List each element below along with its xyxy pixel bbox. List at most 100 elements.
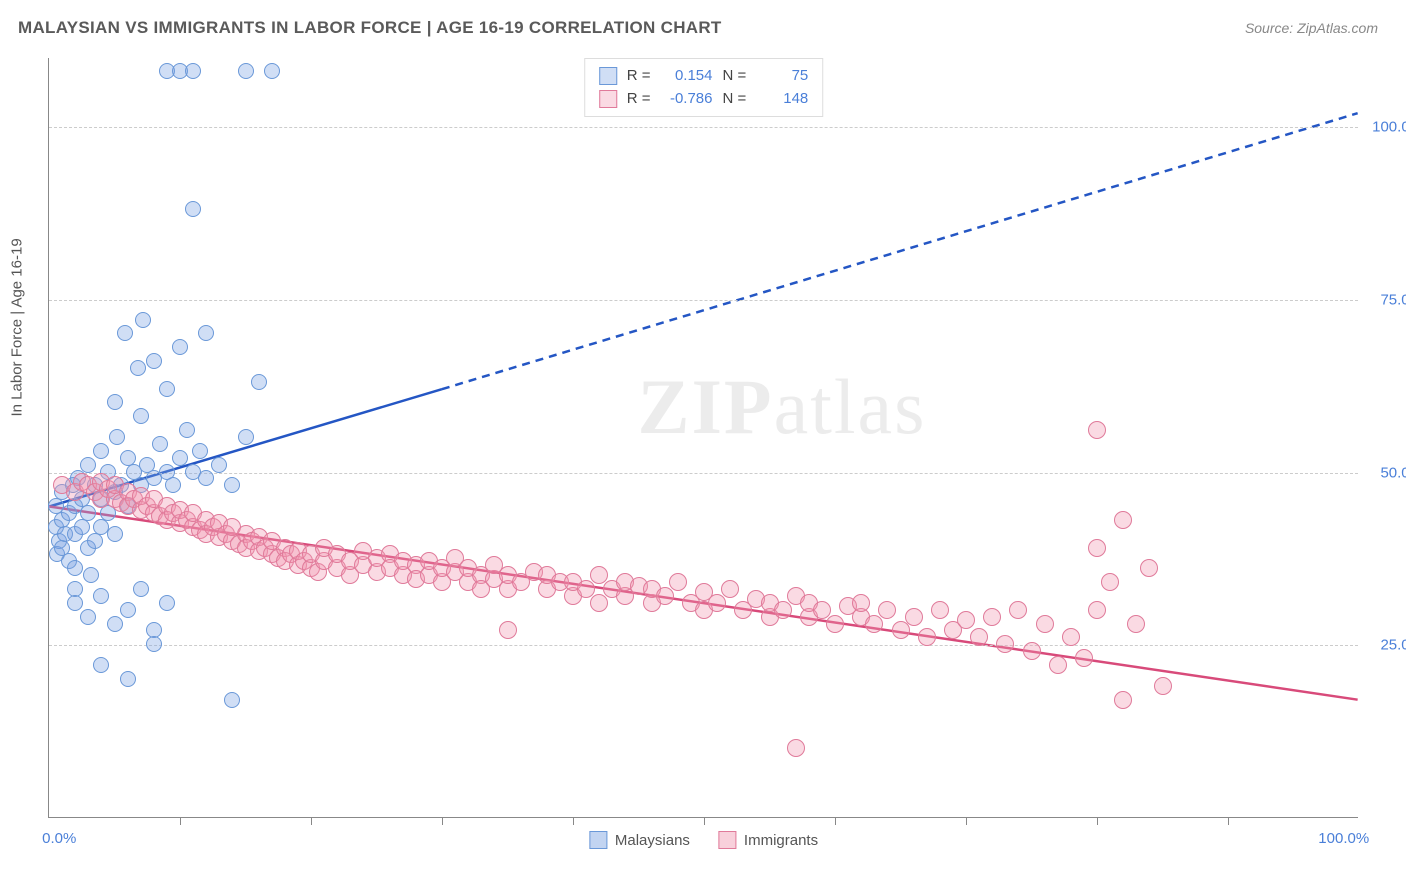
data-point: [1127, 615, 1145, 633]
data-point: [721, 580, 739, 598]
data-point: [983, 608, 1001, 626]
data-point: [172, 450, 188, 466]
gridline: [49, 473, 1358, 474]
data-point: [970, 628, 988, 646]
legend-item: Malaysians: [589, 831, 690, 849]
data-point: [165, 477, 181, 493]
chart-title: MALAYSIAN VS IMMIGRANTS IN LABOR FORCE |…: [18, 18, 722, 38]
xtick: [180, 817, 181, 825]
data-point: [918, 628, 936, 646]
data-point: [1075, 649, 1093, 667]
data-point: [152, 436, 168, 452]
legend-swatch: [599, 67, 617, 85]
legend-row: R =-0.786N =148: [599, 88, 809, 111]
data-point: [93, 588, 109, 604]
data-point: [1062, 628, 1080, 646]
data-point: [109, 429, 125, 445]
data-point: [499, 621, 517, 639]
data-point: [107, 526, 123, 542]
data-point: [892, 621, 910, 639]
data-point: [1101, 573, 1119, 591]
data-point: [774, 601, 792, 619]
legend-n-value: 75: [756, 65, 808, 88]
xtick: [311, 817, 312, 825]
source-label: Source: ZipAtlas.com: [1245, 20, 1378, 36]
data-point: [80, 505, 96, 521]
data-point: [179, 422, 195, 438]
data-point: [130, 360, 146, 376]
gridline: [49, 645, 1358, 646]
data-point: [185, 63, 201, 79]
data-point: [996, 635, 1014, 653]
data-point: [146, 353, 162, 369]
data-point: [93, 443, 109, 459]
correlation-legend: R =0.154N =75R =-0.786N =148: [584, 58, 824, 117]
legend-item: Immigrants: [718, 831, 818, 849]
data-point: [905, 608, 923, 626]
gridline: [49, 127, 1358, 128]
data-point: [669, 573, 687, 591]
data-point: [67, 595, 83, 611]
legend-label: Immigrants: [744, 832, 818, 849]
data-point: [146, 636, 162, 652]
xtick: [1097, 817, 1098, 825]
data-point: [1154, 677, 1172, 695]
ytick-label: 25.0%: [1380, 637, 1406, 654]
xtick: [1228, 817, 1229, 825]
data-point: [135, 312, 151, 328]
data-point: [224, 692, 240, 708]
legend-swatch: [599, 90, 617, 108]
xtick-label: 100.0%: [1318, 830, 1369, 847]
data-point: [826, 615, 844, 633]
xtick: [966, 817, 967, 825]
legend-swatch: [589, 831, 607, 849]
data-point: [192, 443, 208, 459]
data-point: [238, 63, 254, 79]
data-point: [120, 671, 136, 687]
data-point: [1088, 539, 1106, 557]
data-point: [1114, 691, 1132, 709]
data-point: [1036, 615, 1054, 633]
data-point: [1009, 601, 1027, 619]
data-point: [87, 533, 103, 549]
data-point: [1023, 642, 1041, 660]
data-point: [251, 374, 267, 390]
data-point: [590, 594, 608, 612]
data-point: [172, 339, 188, 355]
xtick: [442, 817, 443, 825]
data-point: [120, 602, 136, 618]
gridline: [49, 300, 1358, 301]
data-point: [93, 657, 109, 673]
data-point: [80, 609, 96, 625]
data-point: [1088, 601, 1106, 619]
xtick: [835, 817, 836, 825]
chart-plot-area: In Labor Force | Age 16-19 ZIPatlas R =0…: [48, 58, 1358, 818]
data-point: [931, 601, 949, 619]
data-point: [159, 595, 175, 611]
ytick-label: 100.0%: [1372, 119, 1406, 136]
data-point: [198, 325, 214, 341]
xtick-label: 0.0%: [42, 830, 76, 847]
ytick-label: 75.0%: [1380, 291, 1406, 308]
legend-r-label: R =: [627, 88, 651, 111]
trend-line: [442, 113, 1358, 389]
data-point: [957, 611, 975, 629]
data-point: [83, 567, 99, 583]
data-point: [159, 381, 175, 397]
data-point: [878, 601, 896, 619]
data-point: [1049, 656, 1067, 674]
legend-r-label: R =: [627, 65, 651, 88]
data-point: [74, 519, 90, 535]
data-point: [133, 408, 149, 424]
legend-r-value: 0.154: [661, 65, 713, 88]
xtick: [704, 817, 705, 825]
data-point: [107, 394, 123, 410]
data-point: [238, 429, 254, 445]
data-point: [865, 615, 883, 633]
xtick: [573, 817, 574, 825]
data-point: [185, 201, 201, 217]
data-point: [80, 457, 96, 473]
y-axis-label: In Labor Force | Age 16-19: [9, 238, 26, 416]
legend-r-value: -0.786: [661, 88, 713, 111]
data-point: [107, 616, 123, 632]
